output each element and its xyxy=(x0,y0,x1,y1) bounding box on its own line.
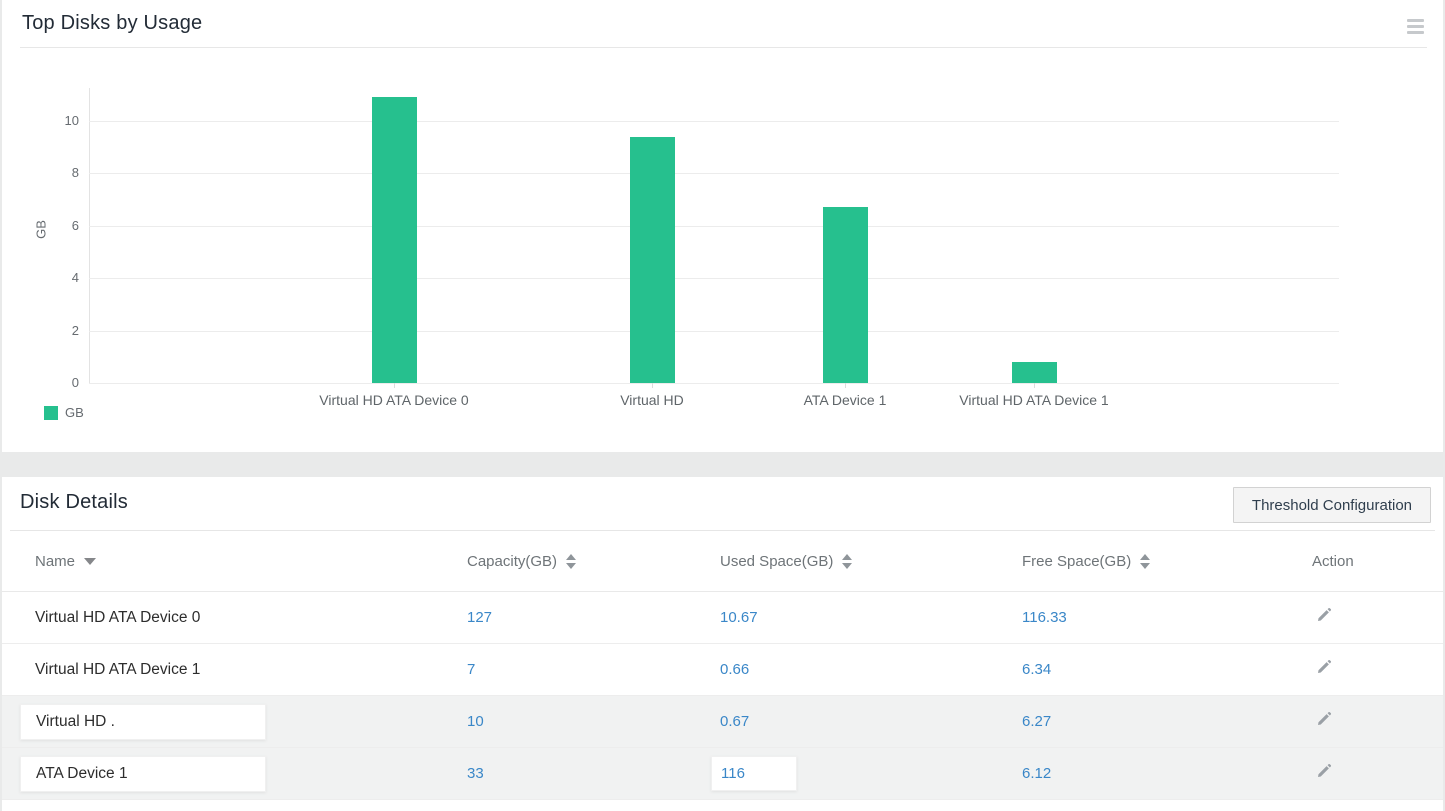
edit-action-button[interactable] xyxy=(1315,763,1332,780)
gridline xyxy=(89,330,1339,332)
disk-table: Name Capacity(GB) Used Space(GB) Free Space… xyxy=(2,531,1443,800)
free-space-value[interactable]: 116.33 xyxy=(1022,608,1067,626)
x-axis-label: Virtual HD ATA Device 0 xyxy=(319,392,469,408)
edit-action-button[interactable] xyxy=(1315,607,1332,624)
free-space-value[interactable]: 6.34 xyxy=(1022,660,1052,678)
column-header-action: Action xyxy=(1312,552,1354,570)
chart-legend-item[interactable]: GB xyxy=(44,405,84,420)
column-header-used-space-gb[interactable]: Used Space(GB) xyxy=(720,553,1022,570)
edit-action-button[interactable] xyxy=(1315,659,1332,676)
column-header-free-space-gb[interactable]: Free Space(GB) xyxy=(1022,553,1312,570)
x-tick-mark xyxy=(652,383,653,388)
capacity-value[interactable]: 10 xyxy=(467,712,484,730)
used-space-value[interactable]: 10.67 xyxy=(720,608,758,626)
bar[interactable] xyxy=(1011,362,1057,383)
title-divider xyxy=(20,47,1427,48)
y-tick-label: 2 xyxy=(71,322,79,338)
free-space-value[interactable]: 6.27 xyxy=(1022,712,1052,730)
x-axis-label: Virtual HD xyxy=(620,392,684,408)
gridline xyxy=(89,278,1339,280)
column-header-name[interactable]: Name xyxy=(35,553,467,570)
used-space-value[interactable]: 0.66 xyxy=(720,660,750,678)
pencil-icon xyxy=(1318,659,1332,673)
free-space-value[interactable]: 6.12 xyxy=(1022,764,1052,782)
sort-both-icon xyxy=(566,553,577,569)
sort-desc-icon xyxy=(84,557,97,565)
x-tick-mark xyxy=(845,383,846,388)
table-row: ATA Device 1 33 116 6.12 xyxy=(2,748,1443,800)
bar[interactable] xyxy=(822,207,868,383)
y-tick-label: 8 xyxy=(71,165,79,181)
bar[interactable] xyxy=(629,136,675,383)
sort-both-icon xyxy=(1140,553,1151,569)
table-row: Virtual HD ATA Device 1 7 0.66 6.34 xyxy=(2,644,1443,696)
y-tick-label: 6 xyxy=(71,217,79,233)
pencil-icon xyxy=(1318,711,1332,725)
sort-both-icon xyxy=(842,553,853,569)
top-disks-card: GB 0 2 4 6 8 10 Virtual HD ATA Device 0 Virtual… xyxy=(2,0,1443,452)
table-header-row: Name Capacity(GB) Used Space(GB) Free Space… xyxy=(2,531,1443,592)
header-divider xyxy=(10,530,1435,531)
disk-name-input[interactable]: ATA Device 1 xyxy=(20,755,266,792)
capacity-value[interactable]: 127 xyxy=(467,608,493,626)
y-axis-line xyxy=(89,88,90,383)
column-header-capacity-gb[interactable]: Capacity(GB) xyxy=(467,553,720,570)
used-space-input[interactable]: 116 xyxy=(711,756,797,791)
table-title: Disk Details xyxy=(20,491,128,513)
threshold-configuration-button[interactable]: Threshold Configuration xyxy=(1232,487,1431,523)
capacity-value[interactable]: 33 xyxy=(467,764,484,782)
legend-label: GB xyxy=(65,405,84,420)
edit-action-button[interactable] xyxy=(1315,711,1332,728)
y-tick-label: 4 xyxy=(71,270,79,286)
x-tick-mark xyxy=(1034,383,1035,388)
pencil-icon xyxy=(1318,763,1332,777)
disk-name: Virtual HD ATA Device 0 xyxy=(35,608,201,626)
used-space-value[interactable]: 0.67 xyxy=(720,712,750,730)
y-tick-label: 10 xyxy=(64,113,79,128)
disk-details-card: Disk Details Threshold Configuration Nam… xyxy=(2,477,1443,811)
gridline xyxy=(89,383,1339,384)
gridline xyxy=(89,225,1339,227)
y-tick-label: 0 xyxy=(71,375,79,390)
table-body: Virtual HD ATA Device 0 127 10.67 116.33 Vir… xyxy=(2,592,1443,800)
bar[interactable] xyxy=(371,97,417,383)
table-row: Virtual HD . 10 0.67 6.27 xyxy=(2,696,1443,748)
legend-swatch-icon xyxy=(44,405,58,420)
x-axis-label: Virtual HD ATA Device 1 xyxy=(959,392,1109,408)
x-tick-mark xyxy=(394,383,395,388)
disk-name: Virtual HD ATA Device 1 xyxy=(35,660,201,678)
gridline xyxy=(89,121,1339,122)
pencil-icon xyxy=(1318,607,1332,621)
gridline xyxy=(89,173,1339,175)
chart-title: Top Disks by Usage xyxy=(22,12,203,34)
hamburger-icon[interactable] xyxy=(1407,19,1424,37)
capacity-value[interactable]: 7 xyxy=(467,660,476,678)
bar-chart: GB 0 2 4 6 8 10 Virtual HD ATA Device 0 Virtual… xyxy=(2,0,1443,452)
table-row: Virtual HD ATA Device 0 127 10.67 116.33 xyxy=(2,592,1443,644)
disk-name-input[interactable]: Virtual HD . xyxy=(20,703,266,740)
x-axis-label: ATA Device 1 xyxy=(803,392,887,408)
